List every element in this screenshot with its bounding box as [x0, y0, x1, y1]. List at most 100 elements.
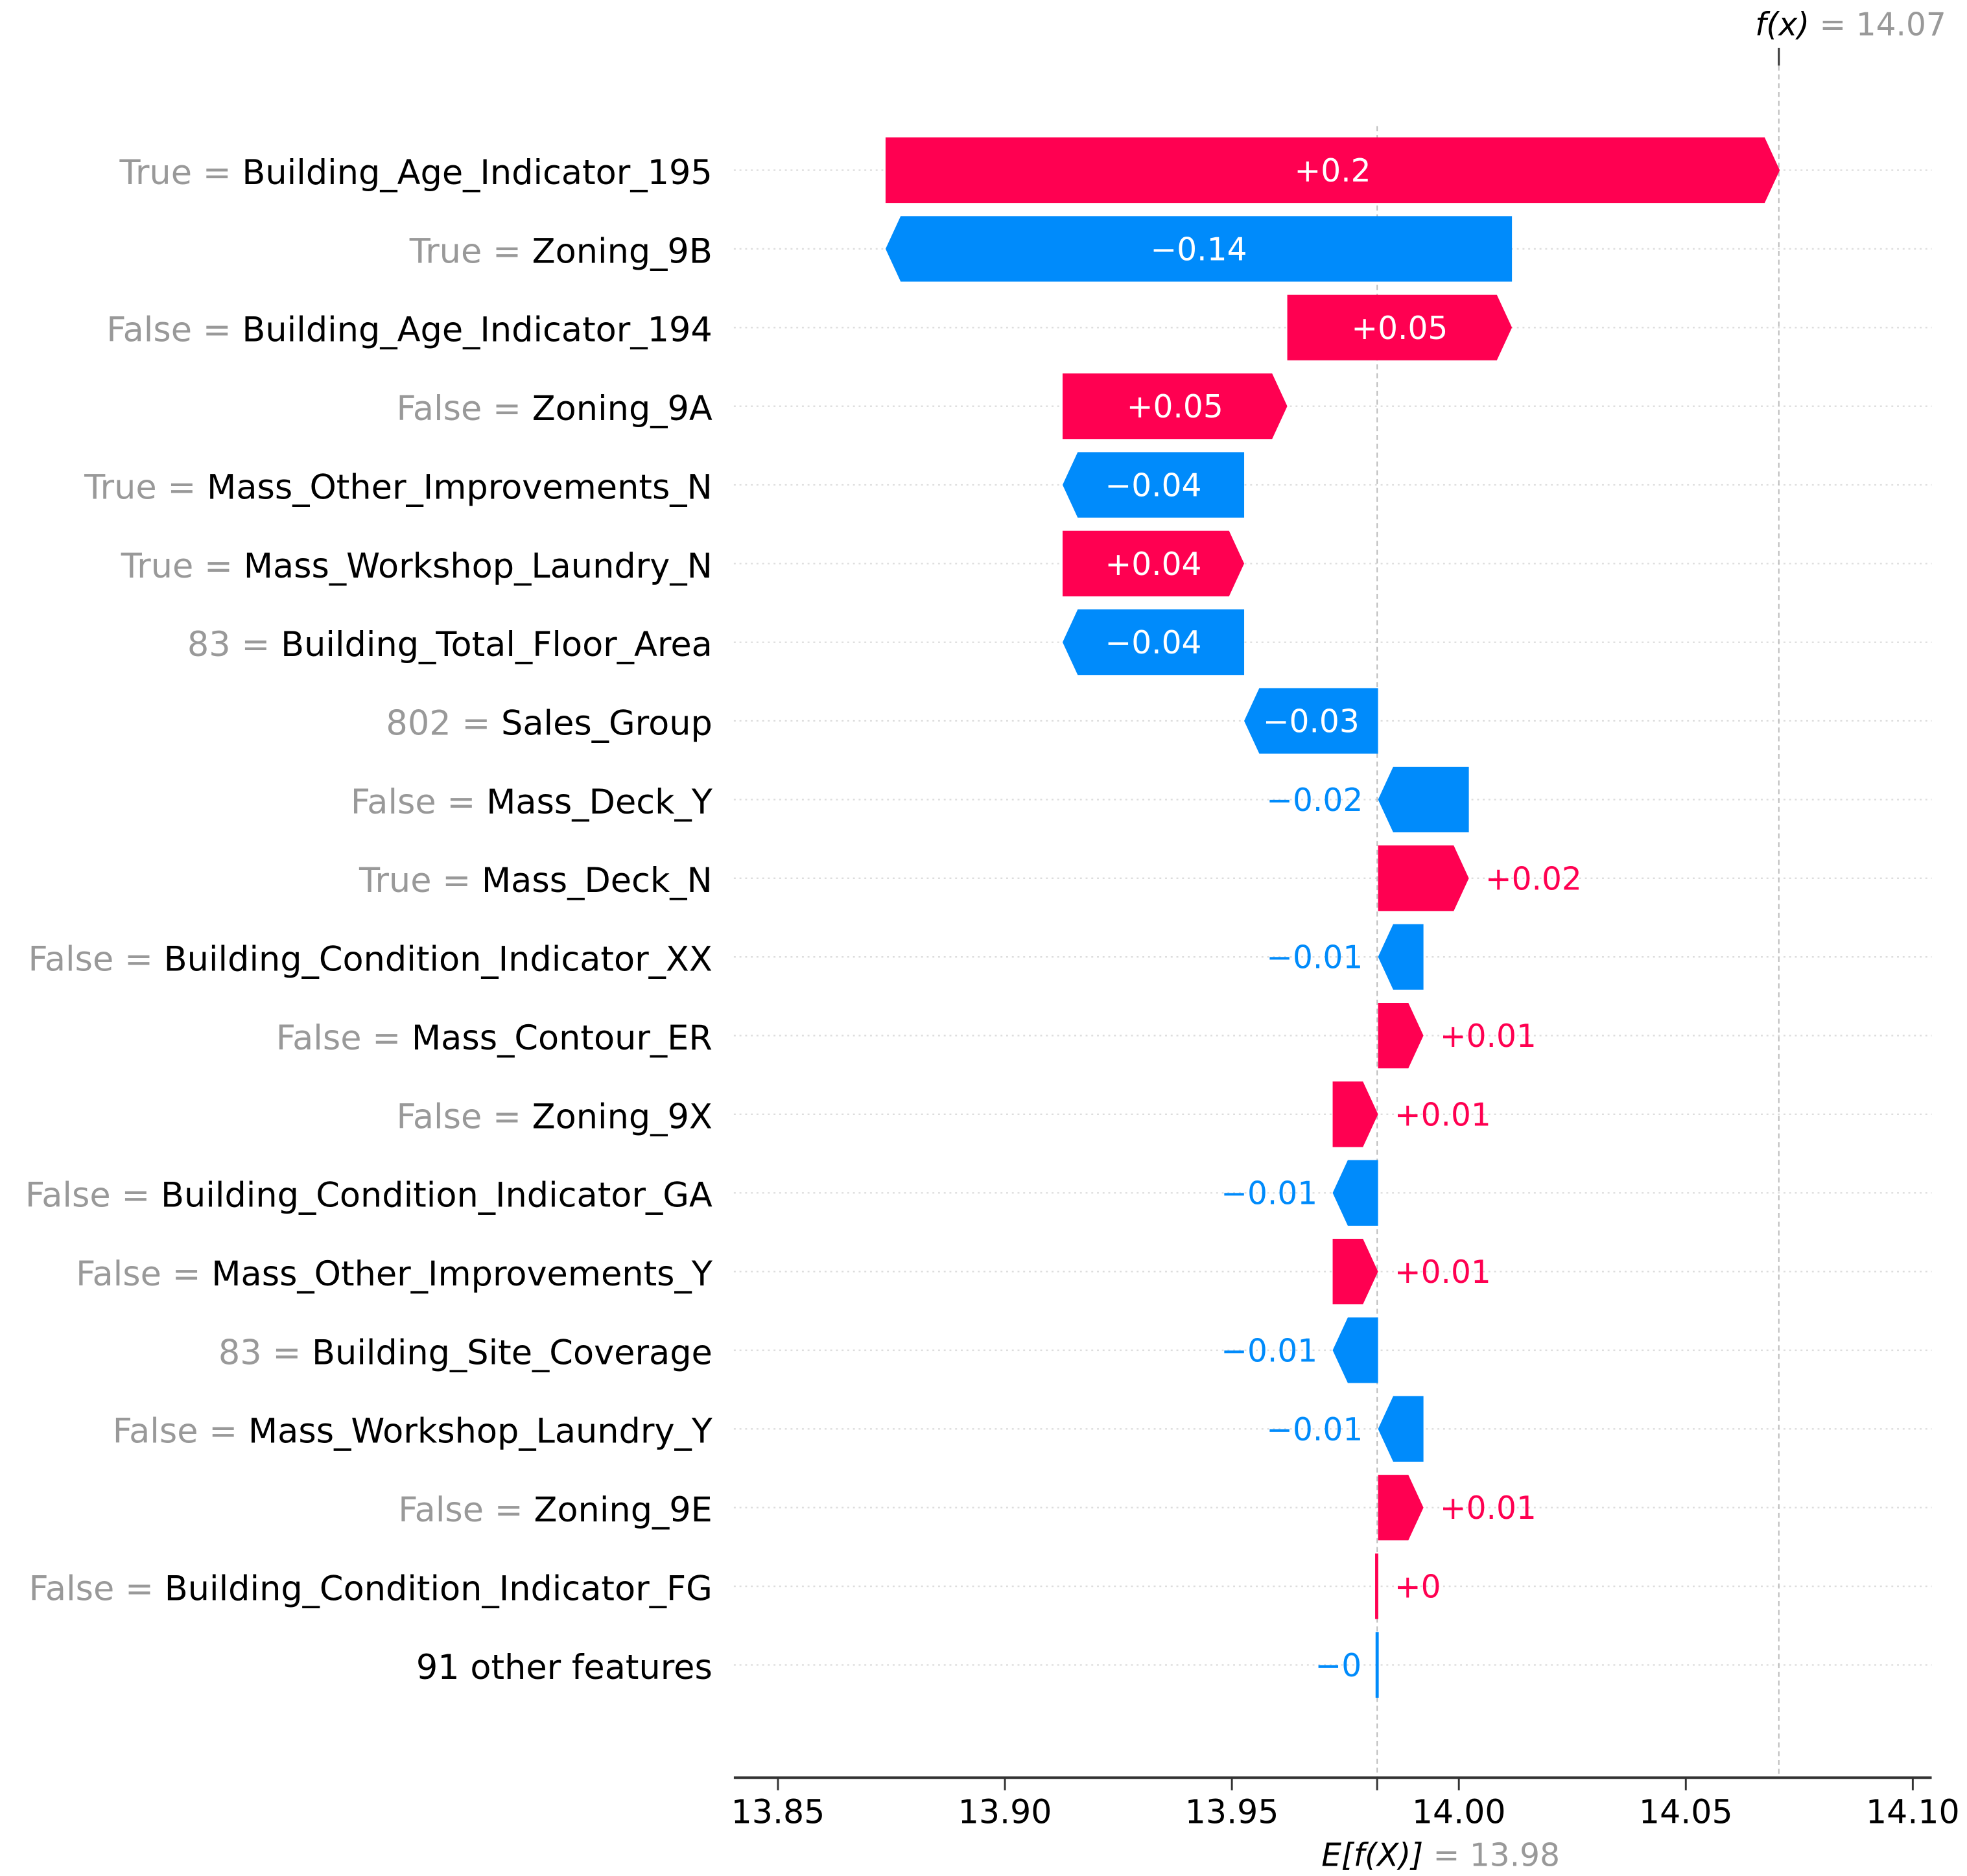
feature-name: Zoning_9A: [532, 389, 713, 428]
feature-label: False = Building_Condition_Indicator_FG: [29, 1569, 713, 1608]
feature-name: Zoning_9X: [532, 1097, 713, 1136]
feature-value: False: [397, 1097, 482, 1136]
feature-label: 802 = Sales_Group: [386, 703, 712, 743]
bar-value-label: −0.03: [1263, 704, 1360, 740]
bar: [1287, 294, 1513, 360]
feature-label: False = Zoning_9E: [398, 1490, 713, 1530]
bar: [1332, 1081, 1378, 1147]
equals-sign: =: [482, 389, 532, 428]
x-tick-label: 14.05: [1639, 1792, 1733, 1831]
bar-value-label: +0.01: [1395, 1097, 1491, 1133]
bar: [1378, 1396, 1424, 1462]
feature-value: True: [119, 153, 192, 193]
feature-value: True: [359, 861, 432, 900]
x-axis: 13.85 13.90 13.95 14.00 14.05 14.10: [731, 1776, 1960, 1831]
bar-value-label: −0.02: [1266, 782, 1363, 819]
equals-sign: =: [436, 782, 486, 822]
bar-value-label: −0.01: [1266, 1412, 1363, 1448]
bar-value-label: −0.01: [1221, 1176, 1317, 1212]
base-value-label: E[f(X)] = 13.98: [1321, 1837, 1560, 1873]
bar: [1378, 1475, 1424, 1541]
bar-value-label: +0.01: [1440, 1490, 1537, 1527]
bar-value-label: −0: [1315, 1648, 1361, 1684]
bar-value-label: +0.05: [1127, 389, 1223, 425]
feature-name: Mass_Deck_Y: [486, 782, 713, 822]
feature-value: False: [113, 1412, 198, 1451]
bar-value-label: −0.04: [1105, 625, 1202, 661]
equals-sign: =: [231, 625, 281, 664]
x-tick-label: 13.95: [1185, 1792, 1279, 1831]
feature-label: True = Mass_Deck_N: [359, 861, 713, 900]
feature-value: True: [121, 546, 194, 586]
bar: [1378, 845, 1469, 911]
feature-name: Zoning_9E: [534, 1490, 712, 1530]
x-tick-label: 14.10: [1866, 1792, 1960, 1831]
bar: [1332, 1317, 1378, 1383]
x-tick-label: 13.85: [731, 1792, 825, 1831]
feature-label: False = Mass_Workshop_Laundry_Y: [113, 1412, 713, 1451]
feature-label: True = Zoning_9B: [409, 231, 713, 271]
feature-value: False: [106, 311, 192, 350]
feature-name: Building_Total_Floor_Area: [281, 625, 713, 664]
equals-sign: =: [113, 940, 163, 979]
bar-value-label: +0.04: [1105, 546, 1202, 583]
equals-sign: =: [193, 546, 243, 586]
feature-name: Building_Condition_Indicator_FG: [165, 1569, 713, 1608]
feature-name: Mass_Workshop_Laundry_Y: [248, 1412, 713, 1451]
feature-label: True = Mass_Workshop_Laundry_N: [121, 546, 713, 586]
feature-value: False: [76, 1254, 161, 1294]
bar: [1244, 688, 1378, 754]
bar: [885, 137, 1780, 204]
feature-name: Building_Condition_Indicator_GA: [161, 1176, 713, 1215]
feature-label: False = Mass_Contour_ER: [276, 1018, 713, 1058]
bar-value-label: −0.01: [1221, 1333, 1317, 1369]
feature-value: False: [29, 1569, 115, 1608]
feature-name: Mass_Deck_N: [482, 861, 713, 900]
feature-label: 91 other features: [416, 1648, 713, 1687]
feature-name: Mass_Other_Improvements_N: [207, 467, 713, 507]
bar-value-label: −0.14: [1151, 231, 1247, 268]
base-label-value: = 13.98: [1423, 1837, 1560, 1873]
bar-value-label: +0.05: [1351, 311, 1448, 347]
feature-label: True = Building_Age_Indicator_195: [119, 153, 712, 193]
bar-value-label: +0: [1395, 1569, 1441, 1606]
x-tick-label: 13.90: [958, 1792, 1052, 1831]
feature-label: True = Mass_Other_Improvements_N: [84, 467, 713, 507]
equals-sign: =: [432, 861, 482, 900]
equals-sign: =: [198, 1412, 248, 1451]
bar-value-label: −0.04: [1105, 468, 1202, 504]
equals-sign: =: [362, 1018, 412, 1058]
feature-value: True: [84, 467, 157, 507]
feature-label: False = Building_Age_Indicator_194: [106, 311, 713, 350]
feature-label: False = Zoning_9A: [397, 389, 713, 428]
base-label-symbol: E[f(X)]: [1321, 1837, 1423, 1873]
equals-sign: =: [192, 153, 242, 193]
bars: +0.2 −0.14 +0.05 +0.05 −0.04 +0.04 −0.04 −0.03 −…: [885, 137, 1780, 1698]
equals-sign: =: [192, 311, 242, 350]
bar-value-label: −0.01: [1266, 940, 1363, 976]
equals-sign: =: [114, 1569, 164, 1608]
feature-name: Mass_Workshop_Laundry_N: [244, 546, 713, 586]
bar-value-label: +0.2: [1295, 153, 1371, 189]
feature-label: 83 = Building_Total_Floor_Area: [187, 625, 713, 664]
equals-sign: =: [451, 703, 501, 743]
feature-label: False = Zoning_9X: [397, 1097, 713, 1136]
bar-value-label: +0.01: [1440, 1018, 1537, 1055]
feature-label: False = Mass_Deck_Y: [351, 782, 713, 822]
feature-label: 83 = Building_Site_Coverage: [218, 1333, 713, 1372]
feature-value: 83: [187, 625, 231, 664]
feature-value: 83: [218, 1333, 262, 1372]
bar-value-label: +0.02: [1485, 861, 1582, 897]
bar: [1062, 530, 1245, 596]
feature-name: Building_Condition_Indicator_XX: [164, 940, 713, 979]
feature-value: False: [398, 1490, 484, 1530]
feature-value: False: [276, 1018, 362, 1058]
bar: [1378, 1002, 1424, 1069]
bar: [1062, 373, 1288, 440]
feature-name: Mass_Other_Improvements_Y: [211, 1254, 713, 1294]
bar: [885, 216, 1513, 282]
output-label-symbol: f(x): [1755, 6, 1809, 43]
feature-value: True: [409, 231, 482, 271]
equals-sign: =: [111, 1176, 161, 1215]
